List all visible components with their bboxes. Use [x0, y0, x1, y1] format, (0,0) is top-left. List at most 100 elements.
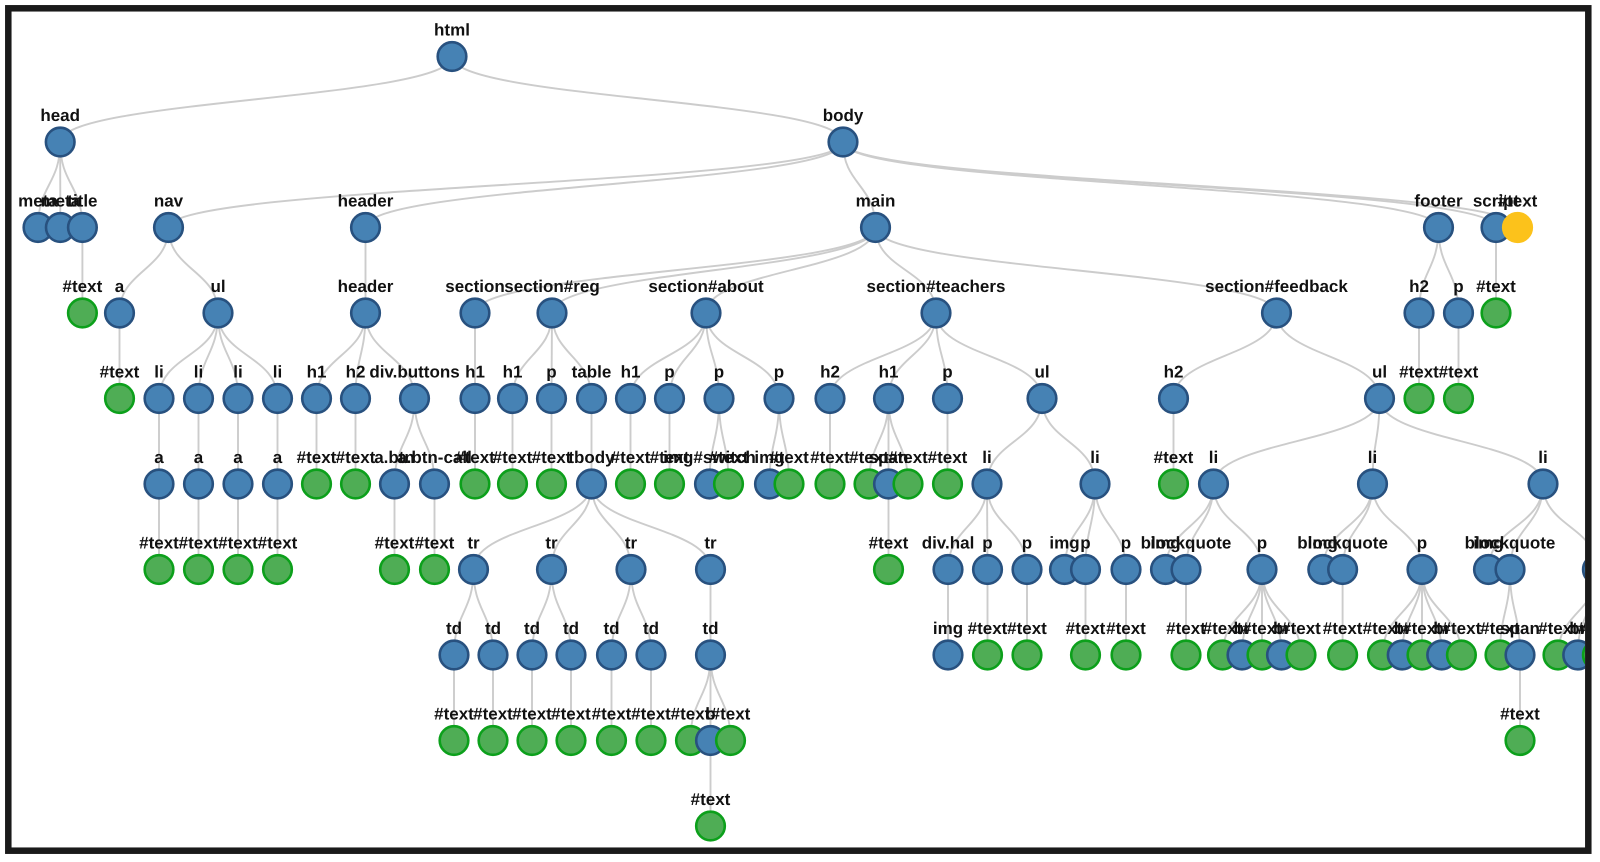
svg-text:section: section	[445, 277, 505, 296]
svg-text:#text: #text	[434, 705, 474, 724]
svg-text:#text: #text	[709, 448, 749, 467]
svg-text:#text: #text	[1066, 619, 1106, 638]
svg-text:b: b	[705, 705, 715, 724]
svg-text:header: header	[338, 192, 394, 211]
svg-text:#text: #text	[1476, 277, 1516, 296]
svg-text:span: span	[869, 448, 909, 467]
svg-text:#text: #text	[1498, 192, 1538, 211]
svg-text:#text: #text	[258, 534, 298, 553]
svg-text:p: p	[1080, 534, 1090, 553]
svg-text:p: p	[1121, 534, 1131, 553]
svg-text:#text: #text	[769, 448, 809, 467]
svg-text:#text: #text	[1578, 619, 1600, 638]
svg-text:a: a	[194, 448, 204, 467]
svg-text:br: br	[1234, 619, 1251, 638]
svg-text:h2: h2	[1409, 277, 1429, 296]
svg-text:tr: tr	[704, 534, 717, 553]
svg-text:h1: h1	[879, 363, 899, 382]
svg-text:a: a	[273, 448, 283, 467]
svg-text:#text: #text	[532, 448, 572, 467]
svg-text:td: td	[603, 619, 619, 638]
svg-text:#text: #text	[179, 534, 219, 553]
svg-text:a: a	[154, 448, 164, 467]
svg-text:tbody: tbody	[568, 448, 615, 467]
svg-text:#text: #text	[1106, 619, 1146, 638]
svg-text:td: td	[563, 619, 579, 638]
svg-text:a.btn: a.btn	[374, 448, 415, 467]
svg-text:li: li	[1090, 448, 1099, 467]
svg-text:p: p	[664, 363, 674, 382]
svg-text:br: br	[1273, 619, 1290, 638]
svg-text:#text: #text	[473, 705, 513, 724]
svg-text:p: p	[1257, 534, 1267, 553]
svg-text:li: li	[1209, 448, 1218, 467]
svg-text:#text: #text	[1480, 619, 1520, 638]
svg-text:td: td	[643, 619, 659, 638]
svg-text:ul: ul	[1372, 363, 1387, 382]
svg-text:ul: ul	[1034, 363, 1049, 382]
svg-text:img: img	[754, 448, 784, 467]
svg-text:br: br	[1433, 619, 1450, 638]
svg-text:#text: #text	[1538, 619, 1578, 638]
svg-text:ul: ul	[210, 277, 225, 296]
svg-text:li: li	[194, 363, 203, 382]
svg-text:h1: h1	[621, 363, 641, 382]
svg-text:#text: #text	[968, 619, 1008, 638]
svg-text:#text: #text	[139, 534, 179, 553]
svg-text:#text: #text	[1439, 363, 1479, 382]
svg-text:nav: nav	[154, 192, 184, 211]
svg-text:img: img	[1150, 534, 1180, 553]
svg-text:h2: h2	[1164, 363, 1184, 382]
svg-text:#text: #text	[1154, 448, 1194, 467]
svg-text:section#teachers: section#teachers	[867, 277, 1006, 296]
svg-text:a.btn-call: a.btn-call	[397, 448, 472, 467]
svg-text:img: img	[933, 619, 963, 638]
svg-text:#text: #text	[1402, 619, 1442, 638]
svg-text:img#switch: img#switch	[663, 448, 756, 467]
svg-text:li: li	[233, 363, 242, 382]
svg-text:#text: #text	[455, 448, 495, 467]
svg-text:header: header	[338, 277, 394, 296]
svg-text:#text: #text	[551, 705, 591, 724]
svg-text:main: main	[856, 192, 896, 211]
svg-text:footer: footer	[1414, 192, 1463, 211]
svg-text:#text: #text	[1166, 619, 1206, 638]
svg-text:#text: #text	[1281, 619, 1321, 638]
svg-text:h1: h1	[307, 363, 327, 382]
svg-text:#text: #text	[671, 705, 711, 724]
svg-text:td: td	[524, 619, 540, 638]
svg-text:#text: #text	[611, 448, 651, 467]
svg-text:tr: tr	[467, 534, 480, 553]
svg-text:div.hal: div.hal	[922, 534, 975, 553]
svg-text:br: br	[1569, 619, 1586, 638]
svg-text:title: title	[67, 192, 97, 211]
svg-text:h2: h2	[346, 363, 366, 382]
svg-text:h2: h2	[820, 363, 840, 382]
svg-text:#text: #text	[810, 448, 850, 467]
svg-text:#text: #text	[592, 705, 632, 724]
svg-text:li: li	[982, 448, 991, 467]
svg-text:#text: #text	[869, 534, 909, 553]
svg-text:br: br	[1394, 619, 1411, 638]
svg-text:html: html	[434, 21, 470, 40]
svg-text:h1: h1	[465, 363, 485, 382]
svg-text:#text: #text	[493, 448, 533, 467]
svg-text:#text: #text	[512, 705, 552, 724]
svg-text:h1: h1	[503, 363, 523, 382]
svg-text:p: p	[1453, 277, 1463, 296]
svg-text:#text: #text	[415, 534, 455, 553]
svg-text:p: p	[1417, 534, 1427, 553]
svg-text:#text: #text	[297, 448, 337, 467]
svg-text:blockquote: blockquote	[1141, 534, 1232, 553]
svg-text:div.buttons: div.buttons	[369, 363, 459, 382]
svg-text:p: p	[982, 534, 992, 553]
svg-text:#text: #text	[928, 448, 968, 467]
svg-text:#text: #text	[1363, 619, 1403, 638]
svg-text:#text: #text	[1007, 619, 1047, 638]
svg-text:section#feedback: section#feedback	[1205, 277, 1348, 296]
svg-text:#text: #text	[1242, 619, 1282, 638]
svg-text:#text: #text	[336, 448, 376, 467]
svg-text:img: img	[1049, 534, 1079, 553]
svg-text:a: a	[233, 448, 243, 467]
svg-text:#text: #text	[849, 448, 889, 467]
